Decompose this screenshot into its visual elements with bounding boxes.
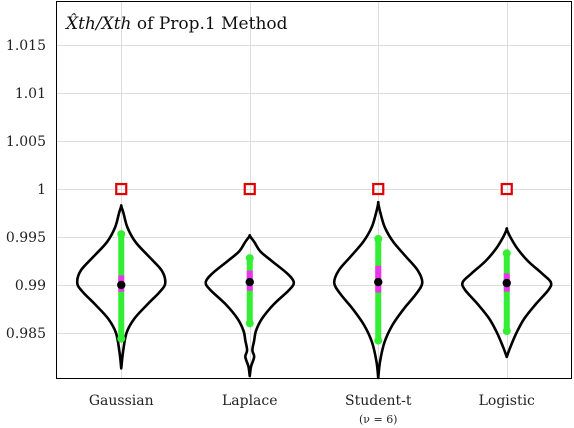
violin-outline (75, 204, 167, 370)
x-category-sublabel: (ν = 6) (359, 413, 397, 426)
violins (75, 200, 553, 380)
violin-outline (460, 227, 553, 359)
median-point (374, 277, 383, 287)
plot-frame (56, 1, 572, 379)
median-point (502, 278, 511, 288)
whisker-high-cap (117, 230, 126, 239)
whisker-high-cap (374, 234, 383, 243)
violin-outline (332, 200, 424, 380)
reference-marker (500, 182, 513, 196)
whisker-low-cap (245, 319, 254, 328)
chart-title: X̂th/Xth of Prop.1 Method (64, 14, 288, 34)
y-tick-label: 0.985 (6, 326, 46, 342)
y-tick-label: 1.01 (15, 86, 46, 102)
median-point (117, 280, 126, 290)
median-point (245, 277, 254, 287)
whisker-low-cap (117, 334, 126, 343)
chart-title-text: of Prop.1 Method (132, 14, 288, 34)
x-category-label: Laplace (222, 393, 278, 409)
chart-title-math: X̂th/Xth (64, 14, 132, 34)
x-category-label: Student-t (345, 393, 412, 409)
y-tick-label: 1 (37, 182, 46, 198)
x-category-label: Logistic (479, 393, 535, 409)
y-tick-label: 0.995 (6, 230, 46, 246)
violin-outline (204, 234, 296, 378)
reference-marker (115, 182, 128, 196)
y-tick-label: 1.015 (6, 38, 46, 54)
box-summaries (117, 230, 511, 345)
reference-marker (243, 182, 256, 196)
reference-marker (372, 182, 385, 196)
x-category-labels: Gaussian Laplace Student-t (ν = 6) Logistic (89, 393, 535, 426)
whisker-high-cap (502, 249, 511, 258)
y-tick-label: 0.99 (15, 278, 46, 294)
x-category-label: Gaussian (89, 393, 154, 409)
gridlines (57, 2, 571, 378)
whisker-low-cap (374, 336, 383, 345)
reference-markers (115, 182, 513, 196)
whisker-low-cap (502, 327, 511, 335)
whisker-high-cap (245, 254, 254, 263)
y-tick-label: 1.005 (6, 134, 46, 150)
y-tick-labels: 0.985 0.99 0.995 1 1.005 1.01 1.015 (6, 38, 46, 342)
